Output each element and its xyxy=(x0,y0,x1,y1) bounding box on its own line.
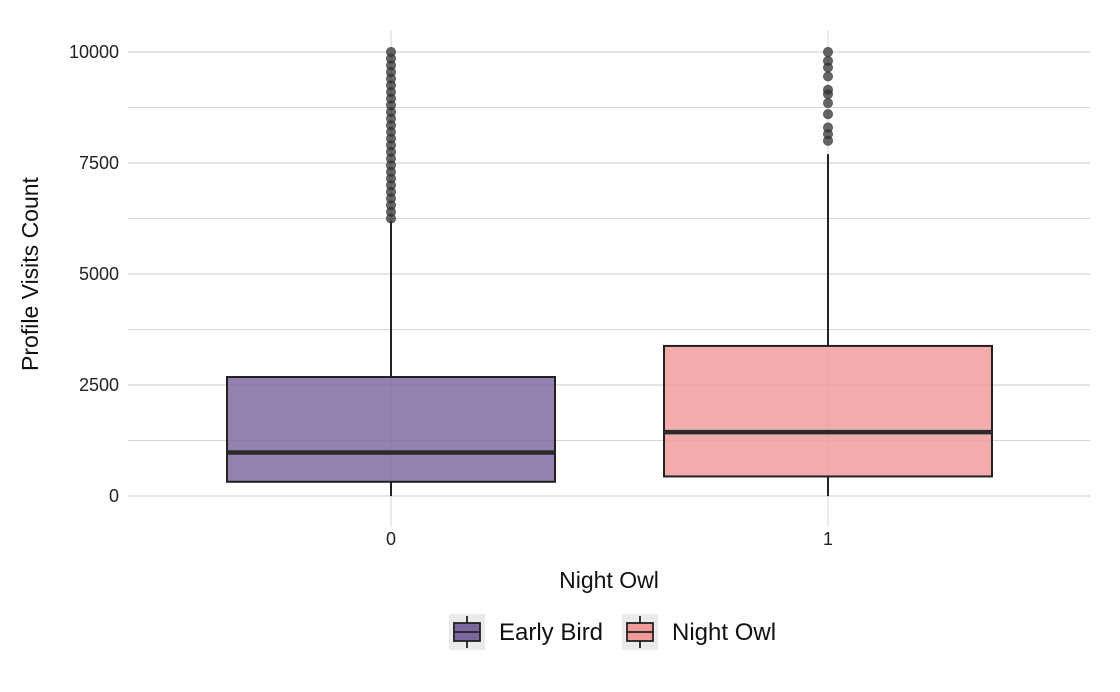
x-tick-label: 0 xyxy=(386,529,396,549)
outlier-point xyxy=(822,46,834,58)
y-tick-label: 0 xyxy=(109,486,119,506)
y-tick-label: 2500 xyxy=(79,375,119,395)
y-axis-title: Profile Visits Count xyxy=(17,176,43,370)
y-tick-label: 5000 xyxy=(79,264,119,284)
y-tick-label: 7500 xyxy=(79,153,119,173)
outlier-point xyxy=(822,84,834,95)
outlier-point xyxy=(822,97,834,109)
legend-label: Night Owl xyxy=(672,619,776,646)
outlier-point xyxy=(822,122,834,133)
outlier-point xyxy=(822,71,834,82)
box-1 xyxy=(663,344,993,478)
box-0 xyxy=(226,376,556,483)
outlier-point xyxy=(822,109,834,120)
y-tick-label: 10000 xyxy=(69,42,119,62)
x-tick-label: 1 xyxy=(823,529,833,549)
outlier-point xyxy=(822,55,834,66)
box-series xyxy=(226,154,993,496)
y-axis-ticks: 0 2500 5000 7500 10000 xyxy=(69,42,119,506)
outlier-points xyxy=(385,46,834,224)
legend: Early Bird Night Owl xyxy=(449,614,776,650)
legend-label: Early Bird xyxy=(499,619,603,646)
x-axis-title: Night Owl xyxy=(559,567,659,593)
outlier-point xyxy=(385,46,397,58)
